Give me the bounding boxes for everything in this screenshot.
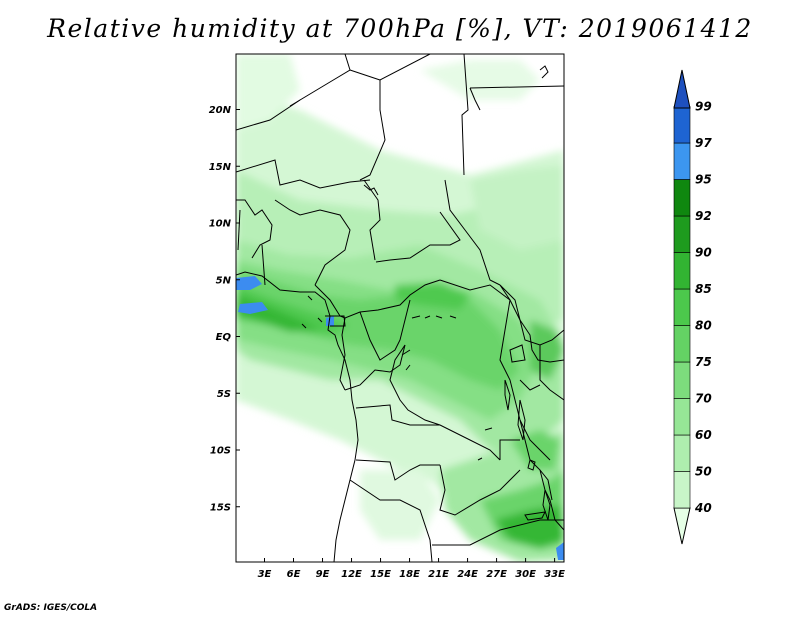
grads-credit: GrADS: IGES/COLA	[4, 603, 98, 613]
colorbar: 40 50 60 70 75 80 85 90 92 95 97 99	[673, 69, 712, 545]
colorbar-label: 92	[695, 209, 712, 223]
colorbar-swatch	[673, 434, 691, 472]
colorbar-swatch	[673, 215, 691, 253]
colorbar-swatch	[673, 288, 691, 326]
longitude-axis: 3E 6E 9E 12E 15E 18E 21E 24E 27E 30E 33E	[258, 558, 565, 580]
lat-tick-label: 5N	[216, 275, 232, 286]
lat-tick-label: 15S	[210, 502, 231, 513]
colorbar-swatch	[673, 325, 691, 363]
map-title: Relative humidity at 700hPa [%], VT: 201…	[47, 14, 753, 43]
colorbar-label: 60	[695, 428, 712, 442]
colorbar-swatch	[673, 398, 691, 436]
lat-tick-label: 5S	[217, 389, 231, 400]
lat-tick-label: 20N	[209, 105, 232, 116]
lat-tick-label: 10S	[210, 446, 231, 457]
lon-tick-label: 18E	[399, 569, 420, 580]
colorbar-swatch	[673, 142, 691, 180]
colorbar-lower-arrow	[673, 507, 691, 545]
colorbar-label: 99	[695, 100, 712, 114]
humidity-shading	[236, 54, 564, 562]
colorbar-swatch	[673, 471, 691, 509]
lon-tick-label: 3E	[258, 569, 272, 580]
colorbar-swatch	[673, 361, 691, 399]
lon-tick-label: 12E	[341, 569, 362, 580]
colorbar-label: 97	[695, 136, 712, 150]
lon-tick-label: 24E	[457, 569, 478, 580]
lon-tick-label: 21E	[428, 569, 449, 580]
lon-tick-label: 9E	[316, 569, 330, 580]
map-frame	[235, 53, 565, 563]
colorbar-swatch	[673, 106, 691, 144]
lat-tick-label: EQ	[216, 332, 232, 343]
country-borders	[236, 54, 564, 562]
latitude-axis: 20N 15N 10N 5N EQ 5S 10S 15S	[209, 105, 240, 513]
map-panel	[235, 53, 565, 563]
colorbar-swatch	[673, 252, 691, 290]
colorbar-label: 70	[695, 392, 712, 406]
colorbar-label: 50	[695, 465, 712, 479]
colorbar-label: 75	[695, 355, 712, 369]
lat-tick-label: 10N	[209, 219, 232, 230]
colorbar-label: 40	[694, 501, 712, 515]
colorbar-swatch	[673, 179, 691, 217]
lon-tick-label: 33E	[544, 569, 565, 580]
colorbar-label: 85	[695, 282, 712, 296]
colorbar-label: 95	[695, 173, 712, 187]
lon-tick-label: 15E	[370, 569, 391, 580]
colorbar-upper-arrow	[673, 69, 691, 109]
lon-tick-label: 27E	[486, 569, 507, 580]
colorbar-label: 90	[695, 246, 712, 260]
high-humidity-patches	[236, 276, 564, 560]
lat-tick-label: 15N	[209, 162, 232, 173]
colorbar-label: 80	[695, 319, 712, 333]
lon-tick-label: 30E	[515, 569, 536, 580]
lon-tick-label: 6E	[287, 569, 301, 580]
